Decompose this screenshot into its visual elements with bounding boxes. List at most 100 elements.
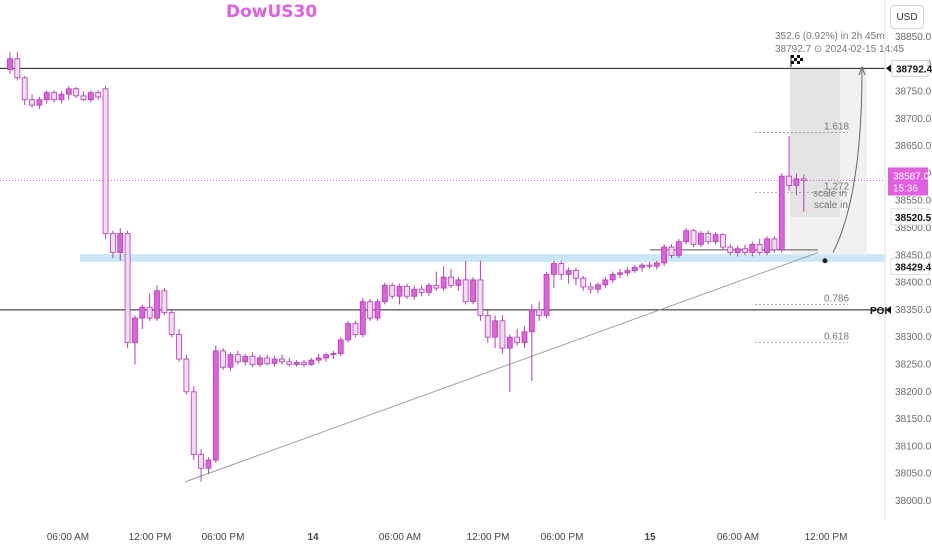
levels-layer <box>0 67 885 311</box>
candle-body <box>146 306 153 319</box>
candle <box>543 271 550 319</box>
price-label-layer: 38792.4 POI 38587.015:36 38520.5 38429.4 <box>870 59 932 317</box>
candle-body <box>36 99 43 106</box>
currency-button[interactable]: USD <box>890 5 924 29</box>
candle <box>183 354 190 395</box>
candle-body <box>749 243 756 253</box>
candle <box>403 283 410 299</box>
measure-layer: 352.6 (0.92%) in 2h 45m 38792.7 ⊙ 2024-02… <box>775 31 904 256</box>
candle-body <box>492 320 499 338</box>
candle <box>249 352 256 368</box>
target-price-label-text: 38792.4 <box>896 64 932 75</box>
candle <box>573 267 579 286</box>
candle-body <box>301 361 307 365</box>
time-tick: 06:00 AM <box>379 532 421 543</box>
candle <box>242 353 249 366</box>
candle-body <box>168 312 175 335</box>
candle-body <box>176 334 182 360</box>
level-b-label-text: 38520.5 <box>895 213 932 224</box>
candle <box>764 236 770 256</box>
candle-body <box>470 279 476 303</box>
candle <box>315 353 322 364</box>
candle <box>256 354 263 368</box>
candle-body <box>212 350 219 461</box>
candle-body <box>403 286 410 297</box>
candle <box>323 352 329 362</box>
candle <box>506 334 513 392</box>
candle <box>617 268 623 279</box>
price-tick: 38650.0 <box>895 141 932 152</box>
candle <box>786 136 792 191</box>
ascending-trendline <box>184 252 819 483</box>
candle-body <box>110 233 116 253</box>
candle <box>800 174 807 212</box>
candle <box>51 90 57 103</box>
zone-layer <box>80 254 885 262</box>
time-axis: 06:00 AM 12:00 PM 06:00 PM 14 06:00 AM 12:00 … <box>47 532 848 543</box>
candle-body <box>190 391 197 455</box>
candle <box>661 244 668 267</box>
candle <box>389 282 396 299</box>
candle <box>73 87 80 99</box>
candle <box>65 86 72 100</box>
target-price-label: 38792.4 <box>891 59 932 77</box>
price-tick: 38300.0 <box>895 332 932 343</box>
candle <box>580 276 587 291</box>
candle <box>749 241 756 257</box>
candle-body <box>220 350 227 368</box>
candle-body <box>21 77 28 101</box>
candle-body <box>154 290 160 319</box>
candle <box>514 329 521 346</box>
candle <box>14 52 21 81</box>
candle-body <box>455 279 462 286</box>
projection-arrow <box>832 69 863 253</box>
candle-body <box>440 276 447 289</box>
price-tick: 38100.0 <box>895 441 932 452</box>
candle-body <box>198 454 205 469</box>
level-b-label: 38520.5 <box>890 208 932 226</box>
candle <box>154 285 160 321</box>
candle-body <box>396 286 403 297</box>
candle-body <box>698 233 704 245</box>
price-tick: 38850.0 <box>895 32 932 43</box>
candle <box>418 285 425 297</box>
candle-body <box>323 354 329 359</box>
candle-body <box>756 243 763 253</box>
candle-body <box>448 276 454 286</box>
candle <box>440 266 447 291</box>
candle <box>528 304 535 381</box>
candle-body <box>514 336 521 344</box>
candle-body <box>330 353 337 356</box>
candle <box>168 309 175 338</box>
candle <box>132 315 138 365</box>
candle <box>720 233 726 250</box>
candle-body <box>242 355 249 363</box>
candle-body <box>132 317 138 344</box>
candle-body <box>227 354 234 368</box>
candle <box>359 297 366 338</box>
candle <box>705 230 712 245</box>
candle-body <box>102 88 109 234</box>
measure-headline: 352.6 (0.92%) in 2h 45m <box>775 31 885 42</box>
candle <box>212 345 219 463</box>
checkered-flag-icon <box>790 55 803 67</box>
candle <box>587 282 594 294</box>
candle-body <box>95 92 102 98</box>
measure-subline: 38792.7 ⊙ 2024-02-15 14:45 <box>775 44 904 55</box>
candle <box>87 90 94 103</box>
level-a-label: 38429.4 <box>890 258 932 276</box>
candle <box>492 315 499 349</box>
candle-body <box>734 248 741 253</box>
candle <box>653 260 660 270</box>
candle <box>771 236 778 253</box>
candle <box>727 244 734 256</box>
price-tick: 38250.0 <box>895 360 932 371</box>
price-tick: 38050.0 <box>895 469 932 480</box>
candle-body <box>117 233 124 253</box>
candle-body <box>580 277 587 288</box>
fib-label: 0.618 <box>824 332 849 343</box>
candle-body <box>778 175 785 251</box>
candle <box>36 96 43 109</box>
trend-layer <box>184 65 866 483</box>
